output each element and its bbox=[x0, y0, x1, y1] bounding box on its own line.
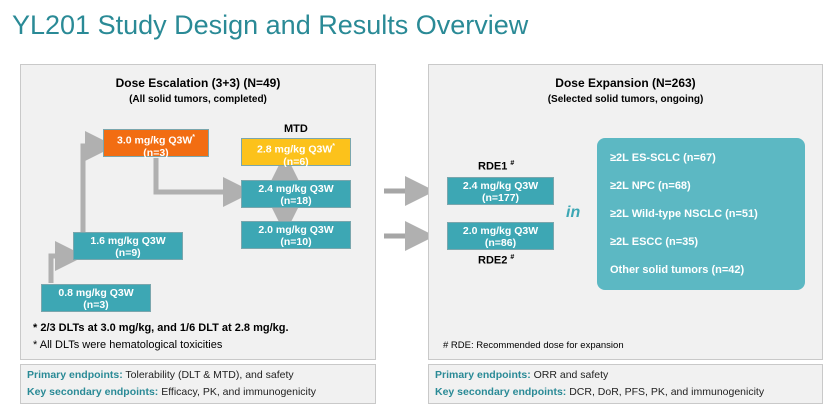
escalation-subheading: (All solid tumors, completed) bbox=[129, 94, 267, 105]
dose-box-3.0: 3.0 mg/kg Q3W* (n=3) bbox=[103, 129, 209, 159]
dose-label: 2.4 mg/kg Q3W bbox=[258, 183, 334, 195]
dose-n: (n=6) bbox=[283, 155, 309, 168]
primary-label: Primary endpoints: bbox=[435, 369, 531, 381]
dose-n: (n=10) bbox=[280, 236, 312, 248]
rde1-label: RDE1 # bbox=[478, 160, 514, 173]
escalation-endpoints bbox=[20, 364, 376, 404]
secondary-text: DCR, DoR, PFS, PK, and immunogenicity bbox=[569, 386, 765, 398]
rde2-box: 2.0 mg/kg Q3W (n=86) bbox=[447, 222, 554, 250]
rde-footnote: # RDE: Recommended dose for expansion bbox=[443, 340, 624, 351]
rde2-label: RDE2 # bbox=[478, 254, 514, 267]
dose-label: 0.8 mg/kg Q3W bbox=[58, 287, 134, 299]
population-item: ≥2L NPC (n=68) bbox=[610, 180, 691, 192]
secondary-label: Key secondary endpoints: bbox=[435, 386, 567, 398]
dose-label: 1.6 mg/kg Q3W bbox=[90, 235, 166, 247]
secondary-label: Key secondary endpoints: bbox=[27, 386, 159, 398]
dose-box-2.4: 2.4 mg/kg Q3W (n=18) bbox=[241, 180, 351, 208]
mtd-label: MTD bbox=[284, 123, 308, 135]
dlt-note: * 2/3 DLTs at 3.0 mg/kg, and 1/6 DLT at … bbox=[33, 322, 289, 334]
dose-label: 3.0 mg/kg Q3W bbox=[116, 134, 193, 147]
expansion-secondary-endpoints: Key secondary endpoints: DCR, DoR, PFS, … bbox=[435, 386, 764, 398]
dose-box-1.6: 1.6 mg/kg Q3W (n=9) bbox=[73, 232, 183, 260]
dose-box-0.8: 0.8 mg/kg Q3W (n=3) bbox=[41, 284, 151, 312]
escalation-primary-endpoints: Primary endpoints: Tolerability (DLT & M… bbox=[27, 369, 294, 381]
population-item: ≥2L ESCC (n=35) bbox=[610, 236, 699, 248]
dose-n: (n=3) bbox=[83, 299, 109, 311]
expansion-heading: Dose Expansion (N=263) bbox=[555, 76, 696, 90]
in-label: in bbox=[566, 204, 581, 221]
rde2-text: RDE2 bbox=[478, 254, 508, 267]
slide-title: YL201 Study Design and Results Overview bbox=[12, 10, 529, 40]
dose-n: (n=3) bbox=[143, 146, 169, 159]
primary-label: Primary endpoints: bbox=[27, 369, 123, 381]
primary-text: Tolerability (DLT & MTD), and safety bbox=[125, 369, 294, 381]
dose-label: 2.8 mg/kg Q3W bbox=[256, 143, 333, 156]
rde2-mark: # bbox=[510, 254, 515, 261]
dose-n: (n=18) bbox=[280, 195, 312, 207]
population-item: Other solid tumors (n=42) bbox=[610, 264, 745, 276]
secondary-text: Efficacy, PK, and immunogenicity bbox=[161, 386, 317, 398]
dose-box-2.0: 2.0 mg/kg Q3W (n=10) bbox=[241, 221, 351, 249]
dose-box-2.8: 2.8 mg/kg Q3W* (n=6) bbox=[241, 138, 351, 168]
dose-label: 2.4 mg/kg Q3W bbox=[462, 180, 539, 192]
escalation-secondary-endpoints: Key secondary endpoints: Efficacy, PK, a… bbox=[27, 386, 316, 398]
population-item: ≥2L Wild-type NSCLC (n=51) bbox=[610, 208, 758, 220]
dlt-mark: * bbox=[192, 134, 195, 141]
population-item: ≥2L ES-SCLC (n=67) bbox=[610, 152, 716, 164]
primary-text: ORR and safety bbox=[533, 369, 609, 381]
rde1-box: 2.4 mg/kg Q3W (n=177) bbox=[447, 177, 554, 205]
dlt-mark: * bbox=[332, 143, 335, 150]
rde1-text: RDE1 bbox=[478, 160, 508, 173]
rde1-mark: # bbox=[510, 160, 515, 167]
dose-n: (n=86) bbox=[484, 237, 517, 249]
escalation-heading: Dose Escalation (3+3) (N=49) bbox=[115, 76, 281, 90]
dose-label: 2.0 mg/kg Q3W bbox=[462, 225, 539, 237]
dose-label: 2.0 mg/kg Q3W bbox=[258, 224, 334, 236]
expansion-primary-endpoints: Primary endpoints: ORR and safety bbox=[435, 369, 608, 381]
dose-n: (n=177) bbox=[481, 192, 520, 204]
expansion-endpoints bbox=[428, 364, 823, 404]
toxicity-note: * All DLTs were hematological toxicities bbox=[33, 339, 223, 351]
population-list: ≥2L ES-SCLC (n=67) ≥2L NPC (n=68) ≥2L Wi… bbox=[597, 138, 805, 290]
dose-n: (n=9) bbox=[115, 247, 141, 259]
expansion-subheading: (Selected solid tumors, ongoing) bbox=[547, 94, 704, 105]
